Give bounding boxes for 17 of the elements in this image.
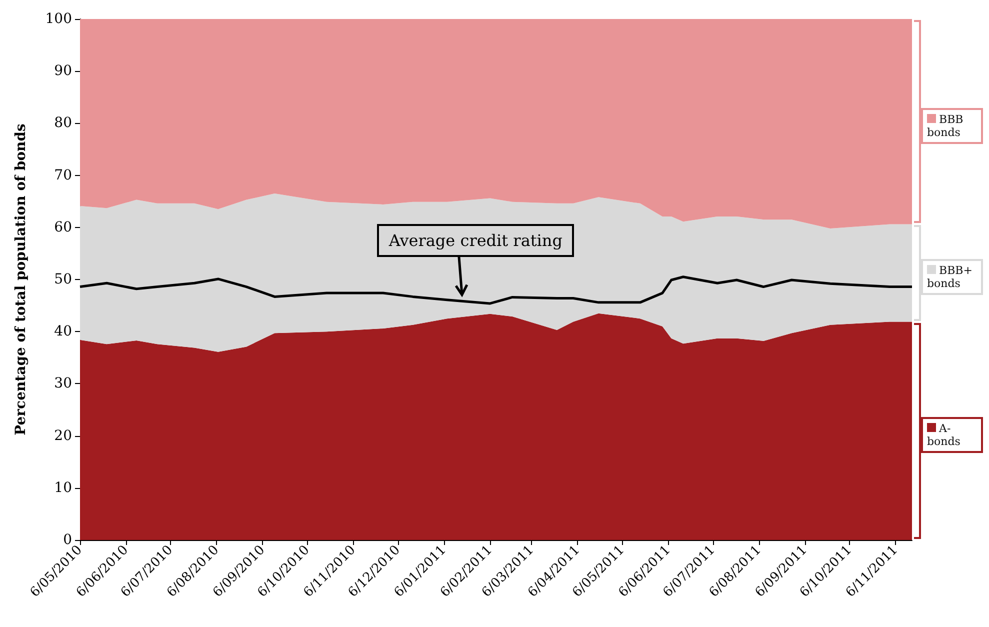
y-tick-label: 90: [54, 63, 72, 80]
y-tick-label: 60: [54, 219, 72, 236]
y-tick-label: 80: [54, 115, 72, 132]
y-tick-label: 100: [45, 11, 72, 27]
legend-label: BBB bonds: [927, 112, 964, 139]
text: Average credit rating: [376, 224, 574, 257]
line-series: [78, 276, 914, 305]
y-tick-label: 10: [54, 480, 72, 496]
y-tick-label: 70: [54, 167, 72, 184]
y-tick-label: 0: [63, 532, 72, 548]
y-axis-title: Percentage of total population of bonds: [13, 123, 29, 436]
y-tick-label: 40: [54, 324, 72, 340]
legend-label: BBB+ bonds: [927, 264, 972, 290]
y-tick-label: 20: [54, 428, 72, 444]
y-tick-label: 50: [54, 272, 72, 288]
legend-label: A- bonds: [927, 422, 960, 448]
y-tick-label: 30: [54, 376, 72, 392]
